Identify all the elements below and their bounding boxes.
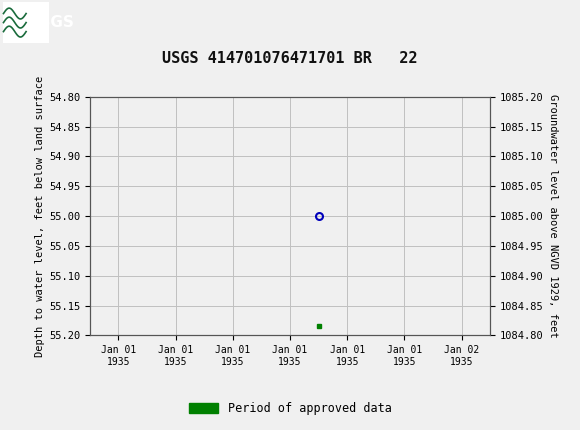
Legend: Period of approved data: Period of approved data — [184, 397, 396, 420]
Text: USGS 414701076471701 BR   22: USGS 414701076471701 BR 22 — [162, 51, 418, 65]
Bar — [3, 2, 49, 43]
Y-axis label: Depth to water level, feet below land surface: Depth to water level, feet below land su… — [35, 75, 45, 357]
Text: USGS: USGS — [28, 15, 75, 30]
Y-axis label: Groundwater level above NGVD 1929, feet: Groundwater level above NGVD 1929, feet — [548, 94, 558, 338]
